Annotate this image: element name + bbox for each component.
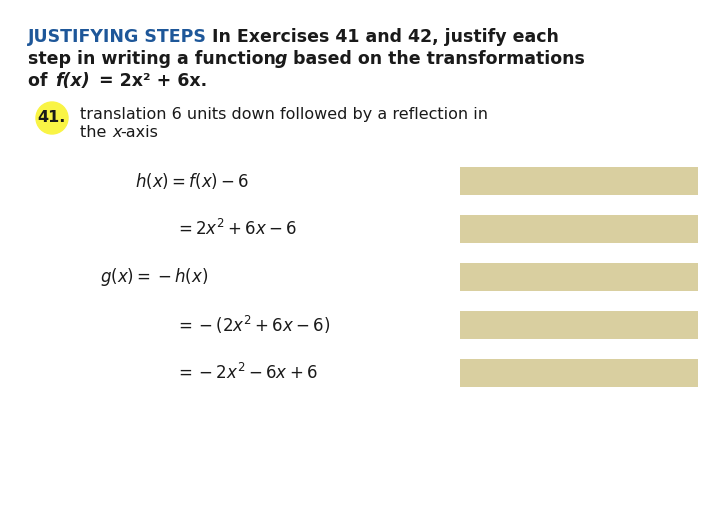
Text: $h(x) = f(x) - 6$: $h(x) = f(x) - 6$ xyxy=(135,171,249,191)
FancyBboxPatch shape xyxy=(460,167,698,195)
FancyBboxPatch shape xyxy=(460,215,698,243)
Text: step in writing a function: step in writing a function xyxy=(28,50,282,68)
FancyBboxPatch shape xyxy=(460,311,698,339)
Text: -axis: -axis xyxy=(120,125,158,140)
Text: the: the xyxy=(80,125,112,140)
FancyBboxPatch shape xyxy=(460,263,698,291)
Text: of: of xyxy=(28,72,53,90)
Text: 41.: 41. xyxy=(38,110,66,126)
Text: $= 2x^2 + 6x - 6$: $= 2x^2 + 6x - 6$ xyxy=(175,219,297,239)
Text: f(x): f(x) xyxy=(55,72,90,90)
Text: $g(x) = -h(x)$: $g(x) = -h(x)$ xyxy=(100,266,208,288)
Text: x: x xyxy=(112,125,122,140)
Text: In Exercises 41 and 42, justify each: In Exercises 41 and 42, justify each xyxy=(206,28,559,46)
Circle shape xyxy=(36,102,68,134)
Text: translation 6 units down followed by a reflection in: translation 6 units down followed by a r… xyxy=(80,107,488,122)
FancyBboxPatch shape xyxy=(460,359,698,387)
Text: $= -2x^2 - 6x + 6$: $= -2x^2 - 6x + 6$ xyxy=(175,363,318,383)
Text: g: g xyxy=(275,50,287,68)
Text: = 2x² + 6x.: = 2x² + 6x. xyxy=(93,72,207,90)
Text: JUSTIFYING STEPS: JUSTIFYING STEPS xyxy=(28,28,207,46)
Text: based on the transformations: based on the transformations xyxy=(287,50,585,68)
Text: $= -(2x^2 + 6x - 6)$: $= -(2x^2 + 6x - 6)$ xyxy=(175,314,330,336)
